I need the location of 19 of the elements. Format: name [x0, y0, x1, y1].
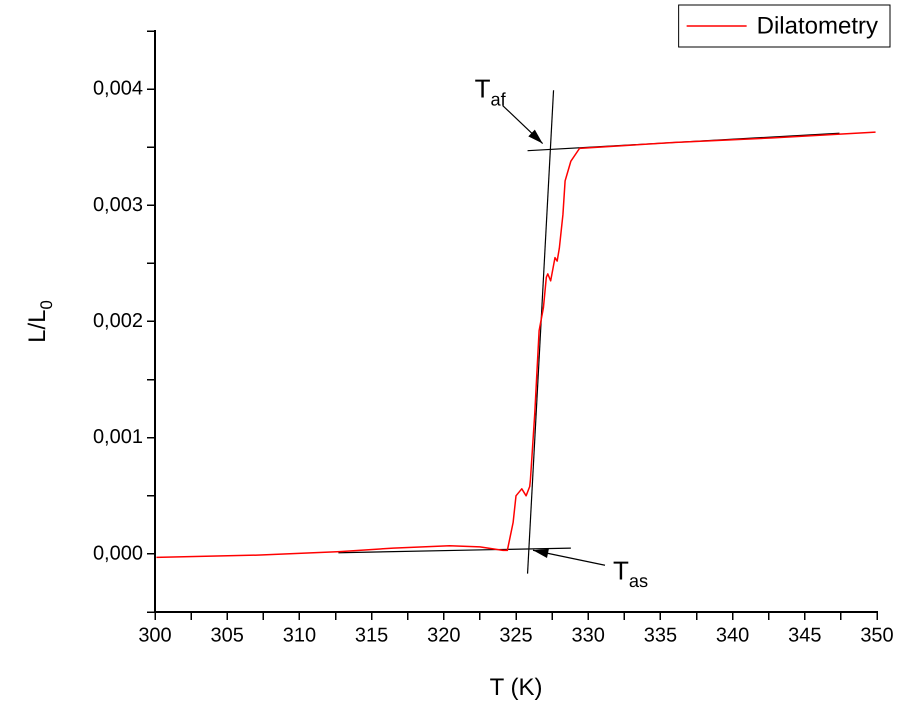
y-tick-label: 0,003 [92, 194, 143, 216]
x-tick-label: 305 [210, 624, 244, 647]
x-tick-label: 315 [354, 624, 388, 647]
x-tick-label: 345 [788, 624, 822, 647]
y-tick-label: 0,002 [92, 310, 143, 332]
y-tick-label: 0,004 [92, 78, 143, 100]
x-tick-label: 300 [138, 624, 172, 647]
x-tick-label: 330 [572, 624, 605, 647]
x-tick-label: 310 [282, 624, 316, 647]
x-tick-label: 335 [644, 624, 678, 647]
x-axis-title: T (K) [490, 674, 542, 702]
y-tick-label: 0,000 [92, 542, 143, 564]
y-tick-label: 0,001 [92, 426, 143, 448]
x-tick-label: 325 [499, 624, 533, 647]
x-tick-label: 350 [860, 624, 894, 647]
x-tick-label: 340 [716, 624, 750, 647]
legend-label: Dilatometry [756, 12, 878, 40]
x-tick-label: 320 [427, 624, 460, 647]
y-axis-title: L/L0 [24, 300, 56, 343]
